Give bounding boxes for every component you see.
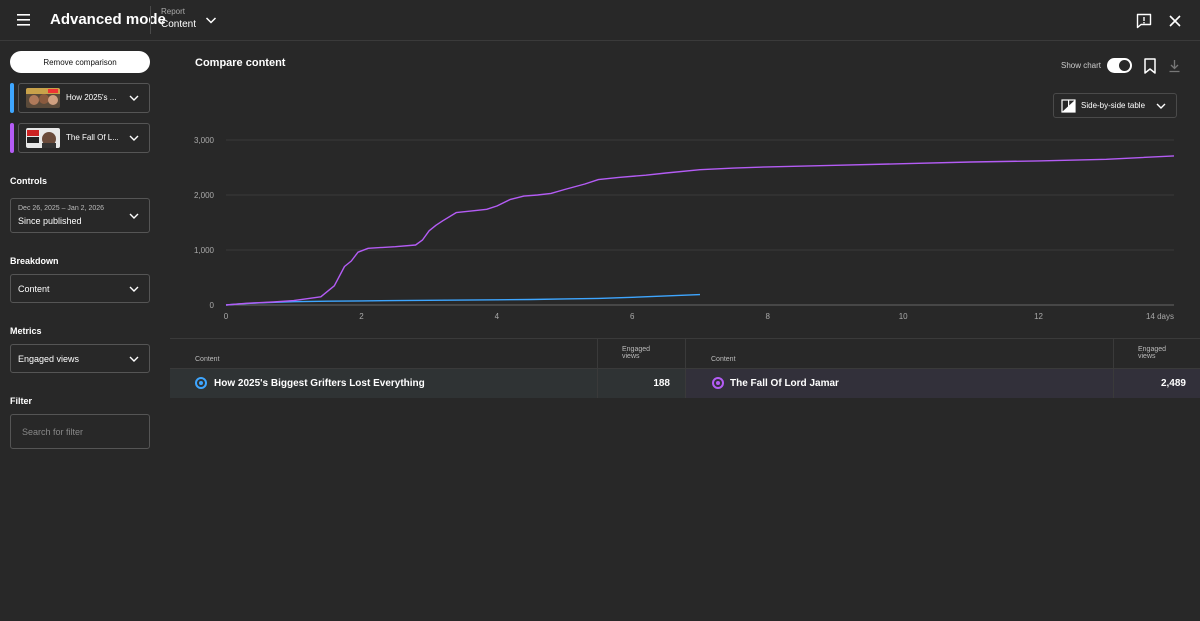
- table-type-label: Side-by-side table: [1081, 101, 1146, 110]
- feedback-icon[interactable]: [1135, 12, 1153, 30]
- column-divider: [1113, 338, 1114, 398]
- metrics-value: Engaged views: [18, 354, 80, 364]
- series-color-bar: [10, 123, 14, 153]
- report-label: Report: [161, 7, 186, 16]
- y-tick-label: 1,000: [194, 246, 215, 255]
- x-tick-label: 10: [899, 312, 908, 321]
- compare-table-icon: [1061, 99, 1076, 113]
- x-tick-label: 2: [359, 312, 364, 321]
- chevron-down-icon[interactable]: [127, 131, 141, 145]
- filter-heading: Filter: [10, 396, 33, 406]
- x-tick-label: 4: [495, 312, 500, 321]
- chevron-down-icon[interactable]: [203, 12, 219, 28]
- chevron-down-icon[interactable]: [127, 91, 141, 105]
- show-chart-toggle[interactable]: [1107, 58, 1132, 73]
- download-icon[interactable]: [1167, 58, 1182, 74]
- video-title[interactable]: How 2025's Biggest Grifters Lost Everyth…: [214, 378, 425, 389]
- filter-search-input[interactable]: [10, 414, 150, 449]
- breakdown-heading: Breakdown: [10, 256, 59, 266]
- series-line-2: [225, 155, 1175, 306]
- x-tick-label: 6: [630, 312, 635, 321]
- app-title: Advanced mode: [50, 11, 166, 28]
- comparison-item-label: How 2025's ...: [66, 93, 117, 102]
- video-thumbnail: [26, 128, 60, 148]
- column-header-content[interactable]: Content: [195, 356, 220, 363]
- video-thumbnail: [26, 88, 60, 108]
- chevron-down-icon[interactable]: [127, 282, 141, 296]
- top-bar: Advanced mode Report Content: [0, 0, 1200, 41]
- engaged-views-value: 2,489: [1160, 378, 1186, 389]
- report-value[interactable]: Content: [161, 19, 197, 30]
- column-header-engaged-views[interactable]: Engaged views: [622, 346, 651, 360]
- comparison-item-selector[interactable]: How 2025's ...: [18, 83, 150, 113]
- show-chart-label: Show chart: [1061, 61, 1102, 70]
- engaged-views-value: 188: [653, 378, 670, 389]
- metrics-heading: Metrics: [10, 326, 42, 336]
- chevron-down-icon[interactable]: [127, 209, 141, 223]
- comparison-item-label: The Fall Of L...: [66, 133, 118, 142]
- series-radio[interactable]: [712, 377, 724, 389]
- breakdown-value: Content: [18, 284, 50, 294]
- remove-comparison-button[interactable]: Remove comparison: [10, 51, 150, 73]
- x-tick-label: 0: [224, 312, 229, 321]
- x-tick-label: 12: [1034, 312, 1043, 321]
- y-tick-label: 0: [210, 301, 215, 310]
- row-left-cell: [170, 369, 686, 398]
- series-radio[interactable]: [195, 377, 207, 389]
- series-color-bar: [10, 83, 14, 113]
- toggle-knob: [1119, 60, 1130, 71]
- date-range-text: Dec 26, 2025 – Jan 2, 2026: [18, 205, 105, 212]
- date-preset-text: Since published: [18, 216, 82, 226]
- column-divider: [685, 338, 686, 398]
- comparison-item-selector[interactable]: The Fall Of L...: [18, 123, 150, 153]
- x-tick-label: 8: [765, 312, 770, 321]
- header-divider: [150, 6, 151, 34]
- chevron-down-icon[interactable]: [127, 352, 141, 366]
- page-title: Compare content: [195, 57, 286, 69]
- row-right-cell: [686, 369, 1200, 398]
- y-tick-label: 3,000: [194, 136, 215, 145]
- comparison-table: Content Engaged views Content Engaged vi…: [170, 338, 1200, 398]
- column-divider: [597, 338, 598, 398]
- column-header-engaged-views[interactable]: Engaged views: [1138, 346, 1167, 360]
- y-tick-label: 2,000: [194, 191, 215, 200]
- controls-heading: Controls: [10, 176, 47, 186]
- engaged-views-chart: 0 1,000 2,000 3,000 0 2 4 6 8 10 12 14 days: [194, 136, 1175, 321]
- comparison-item-1[interactable]: How 2025's ...: [10, 83, 150, 113]
- metrics-dropdown[interactable]: Engaged views: [10, 344, 150, 373]
- chevron-down-icon[interactable]: [1154, 99, 1168, 113]
- x-tick-label: 14 days: [1146, 312, 1174, 321]
- video-title[interactable]: The Fall Of Lord Jamar: [730, 378, 839, 389]
- bookmark-icon[interactable]: [1142, 57, 1158, 75]
- table-row: How 2025's Biggest Grifters Lost Everyth…: [170, 369, 1200, 398]
- menu-icon[interactable]: [12, 10, 36, 30]
- date-range-dropdown[interactable]: Dec 26, 2025 – Jan 2, 2026 Since publish…: [10, 198, 150, 233]
- comparison-item-2[interactable]: The Fall Of L...: [10, 123, 150, 153]
- breakdown-dropdown[interactable]: Content: [10, 274, 150, 303]
- close-icon[interactable]: [1166, 12, 1184, 30]
- column-header-content[interactable]: Content: [711, 356, 736, 363]
- table-type-dropdown[interactable]: Side-by-side table: [1053, 93, 1177, 118]
